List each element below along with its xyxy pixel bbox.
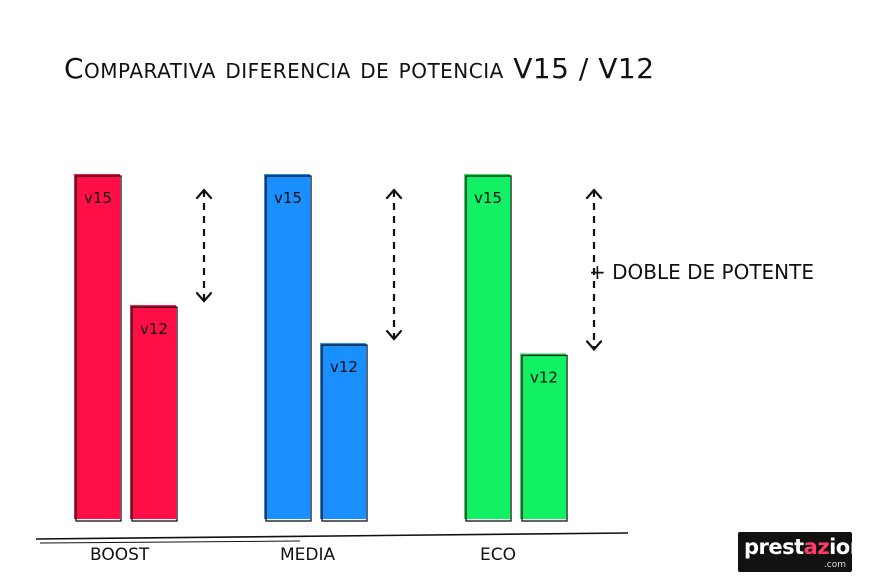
difference-arrows [195, 188, 603, 352]
bar-outline-media-v12 [321, 344, 368, 522]
arrow-head-up-boost [195, 188, 213, 200]
bar-boost-v12 [130, 305, 176, 519]
annotation-note: + DOBLE DE POTENTE [589, 260, 814, 284]
arrow-head-up-eco [585, 188, 603, 200]
bar-outline-boost-v15 [75, 175, 122, 522]
category-label-eco: ECO [480, 545, 516, 565]
brand-logo: prestazion .com [738, 532, 865, 572]
category-label-media: MEDIA [280, 545, 336, 565]
bar-label-media-v12: v12 [330, 358, 358, 376]
bar-media-v15 [264, 174, 310, 519]
arrow-head-down-eco [585, 340, 603, 352]
bar-media-v12 [320, 343, 366, 519]
bar-label-boost-v15: v15 [84, 189, 112, 207]
category-label-boost: BOOST [90, 545, 150, 565]
bar-label-eco-v15: v15 [474, 189, 502, 207]
arrow-head-up-media [385, 188, 403, 200]
arrow-head-down-media [385, 329, 403, 341]
chart-title: Comparativa diferencia de potencia V15 /… [64, 52, 655, 85]
bar-outline-media-v15 [265, 175, 312, 522]
bar-outline-boost-v12 [131, 306, 178, 522]
bar-boost-v15 [74, 174, 120, 519]
brand-name: prestazion [744, 535, 865, 559]
x-axis-line [35, 532, 629, 540]
bar-outline-eco-v15 [465, 175, 512, 522]
category-labels: BOOST MEDIA ECO [90, 545, 516, 565]
bar-label-boost-v12: v12 [140, 320, 168, 338]
bar-eco-v15 [464, 174, 510, 519]
bars-layer: v15 v12 v15 v12 v15 v12 [74, 174, 568, 522]
brand-tld: .com [823, 560, 846, 570]
bar-eco-v12 [520, 353, 566, 519]
arrow-head-down-boost [195, 292, 213, 303]
bar-label-eco-v12: v12 [530, 368, 558, 386]
bar-label-media-v15: v15 [274, 189, 302, 207]
bar-outline-eco-v12 [521, 354, 568, 522]
x-axis-line-2 [39, 540, 301, 544]
